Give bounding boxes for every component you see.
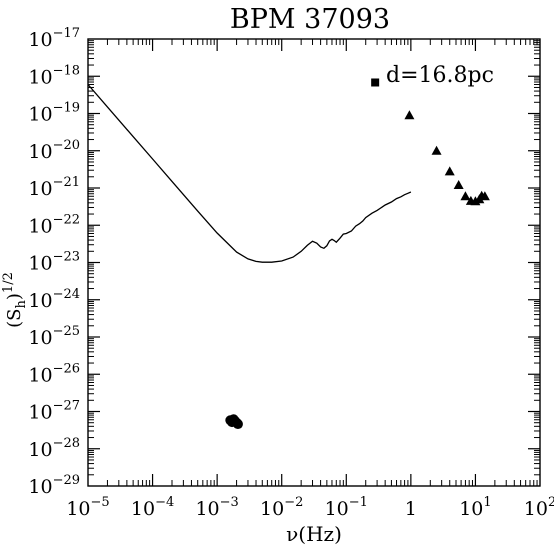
- y-tick-label: 10−28: [28, 436, 80, 461]
- x-tick-label: 101: [459, 495, 491, 520]
- triangle-marker: [444, 166, 455, 176]
- x-tick-label: 10−1: [325, 495, 368, 520]
- y-tick-label: 10−20: [28, 138, 80, 163]
- y-tick-label: 10−29: [28, 473, 80, 498]
- y-tick-label: 10−18: [28, 63, 80, 88]
- x-tick-label: 10−2: [260, 495, 303, 520]
- noise-curve: [87, 84, 412, 263]
- x-tick-label: 10−3: [195, 495, 238, 520]
- y-tick-labels: 10−17 10−18 10−19 10−20 10−21 10−22 10−23 10−24…: [28, 26, 80, 498]
- x-tick-label: 1: [405, 498, 417, 520]
- square-marker: [371, 78, 380, 87]
- y-tick-label: 10−21: [28, 175, 80, 200]
- triangle-marker: [431, 145, 442, 155]
- y-tick-label: 10−19: [28, 101, 80, 126]
- triangle-marker: [404, 110, 415, 120]
- noise-curve-group: [87, 84, 412, 263]
- x-tick-label: 10−4: [131, 495, 174, 520]
- plot-frame: [87, 38, 541, 487]
- distance-annotation: d=16.8pc: [386, 63, 494, 88]
- data-markers: [225, 78, 490, 430]
- y-tick-label: 10−27: [28, 399, 80, 424]
- y-tick-label: 10−23: [28, 250, 80, 275]
- x-axis-label: ν(Hz): [286, 522, 342, 546]
- triangle-marker: [479, 191, 490, 201]
- y-tick-label: 10−24: [28, 287, 80, 312]
- y-tick-label: 10−25: [28, 324, 80, 349]
- y-axis-label: (Sh)1/2: [1, 272, 29, 328]
- triangle-marker: [453, 180, 464, 190]
- triangle-marker: [460, 191, 471, 201]
- x-tick-label: 102: [524, 495, 554, 520]
- axis-ticks: [88, 39, 540, 486]
- chart-title: BPM 37093: [230, 4, 390, 35]
- y-tick-label: 10−26: [28, 361, 80, 386]
- x-tick-label: 10−5: [66, 495, 109, 520]
- circle-marker: [232, 419, 243, 430]
- y-tick-label: 10−22: [28, 212, 80, 237]
- x-tick-labels: 10−5 10−4 10−3 10−2 10−1 1 101 102: [66, 495, 554, 520]
- y-tick-label: 10−17: [28, 26, 80, 51]
